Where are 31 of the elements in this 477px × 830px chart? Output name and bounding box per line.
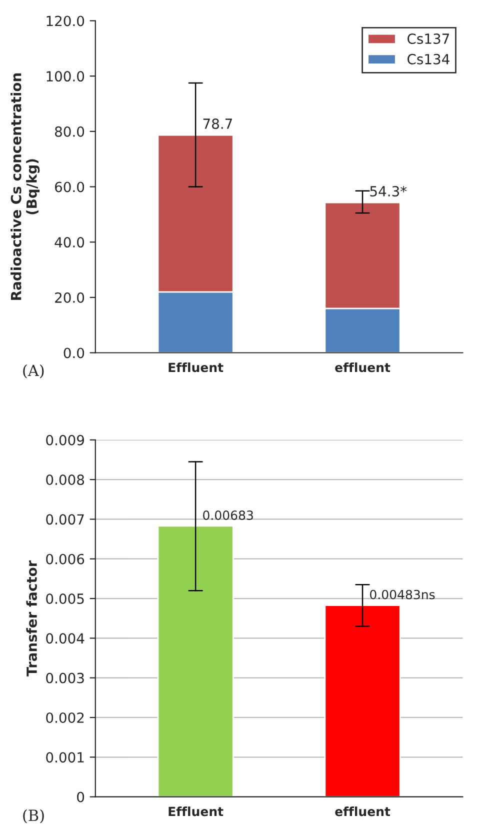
data-label: 0.00683 bbox=[203, 510, 253, 520]
x-tick-label: Effluent bbox=[168, 362, 224, 372]
y-tick-label: 0.003 bbox=[46, 672, 84, 684]
legend-label: Cs134 bbox=[408, 54, 450, 64]
y-tick-label: 0.007 bbox=[46, 514, 84, 525]
y-tick-label: 0.009 bbox=[46, 434, 84, 446]
y-tick-label: 0.005 bbox=[46, 593, 84, 604]
y-tick-label: 0.002 bbox=[46, 712, 84, 723]
y-axis-title: Transfer factor bbox=[26, 560, 37, 676]
x-tick-label: Effluent bbox=[168, 806, 224, 816]
y-tick-label: 0.001 bbox=[46, 752, 84, 763]
text: (B) bbox=[23, 809, 44, 824]
y-tick-label: 40.0 bbox=[54, 237, 84, 248]
y-tick-label: 0.0 bbox=[64, 348, 84, 358]
total-label: 78.7 bbox=[203, 118, 232, 129]
y-tick-label: 0.004 bbox=[46, 633, 84, 644]
y-tick-label: 80.0 bbox=[55, 126, 84, 137]
y-axis-title: Radioactive Cs concentration (Bq/kg) bbox=[10, 73, 40, 300]
y-tick-label: 0 bbox=[77, 792, 84, 802]
y-tick-label: 120.0 bbox=[46, 16, 84, 26]
legend-label: Cs137 bbox=[408, 33, 450, 44]
y-tick-label: 20.0 bbox=[55, 292, 84, 303]
y-tick-label: 0.006 bbox=[46, 554, 84, 564]
x-tick-label: effluent bbox=[335, 362, 390, 372]
y-tick-label: 60.0 bbox=[55, 182, 84, 192]
y-tick-label: 100.0 bbox=[46, 71, 84, 82]
y-tick-label: 0.008 bbox=[46, 474, 84, 486]
text: (A) bbox=[23, 364, 44, 378]
x-tick-label: effluent bbox=[335, 806, 390, 816]
total-label: 54.3* bbox=[370, 186, 407, 197]
data-label: 0.00483ns bbox=[370, 590, 435, 600]
